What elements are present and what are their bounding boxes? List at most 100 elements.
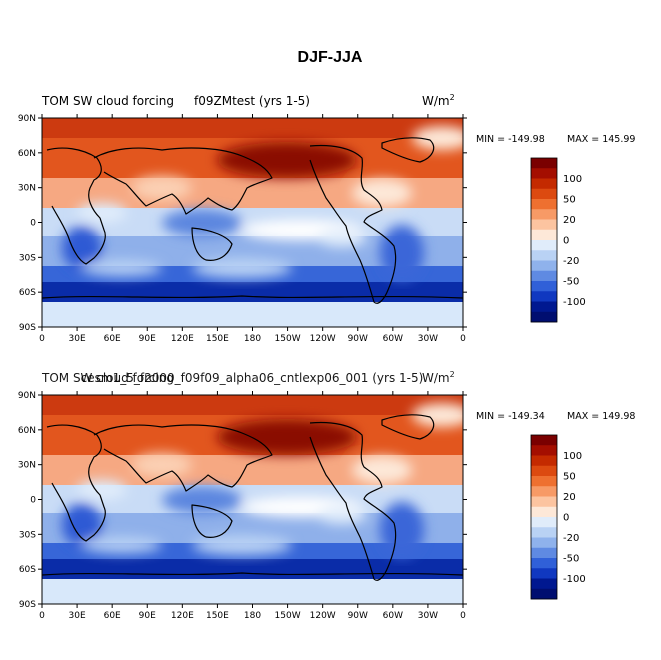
lat-tick-label: 60N	[18, 149, 36, 159]
panel-1-units: W/m2	[422, 93, 455, 108]
colorbar-swatch	[531, 240, 557, 251]
lat-tick-label: 90S	[19, 323, 36, 333]
colorbar-label: 50	[563, 472, 576, 483]
colorbar-swatch	[531, 547, 557, 559]
lon-tick-label: 120E	[171, 611, 194, 621]
colorbar-label: 20	[563, 492, 576, 503]
panel-2-units: W/m2	[422, 370, 455, 385]
colorbar-swatch	[531, 270, 557, 282]
colorbar-swatch	[531, 578, 557, 590]
lat-tick-label: 30S	[19, 253, 36, 263]
lat-tick-label: 60S	[19, 565, 36, 575]
colorbar-swatch	[531, 219, 557, 231]
panel-2-lon-ticks: 0 30E 60E 90E 120E 150E 180 150W 120W 90W 60W 30W 0	[39, 391, 466, 621]
colorbar-label: 100	[563, 451, 582, 462]
lon-tick-label: 60E	[104, 611, 121, 621]
colorbar-label: -50	[563, 277, 579, 288]
colorbar-label: 50	[563, 195, 576, 206]
lon-tick-label: 150W	[275, 334, 301, 344]
colorbar-swatch	[531, 486, 557, 497]
colorbar-label: 20	[563, 215, 576, 226]
lon-tick-label: 90W	[348, 334, 368, 344]
colorbar-label: 0	[563, 236, 569, 247]
lat-tick-label: 60S	[19, 288, 36, 298]
lat-tick-label: 90S	[19, 600, 36, 610]
colorbar-swatch	[531, 476, 557, 487]
panel-2: TOM SW cloud forcing cesm1_5_f2000_f09f0…	[18, 370, 636, 621]
lon-tick-label: 180	[244, 334, 261, 344]
lon-tick-label: 30E	[69, 611, 86, 621]
lat-tick-label: 30S	[19, 530, 36, 540]
lat-tick-label: 90N	[18, 391, 36, 401]
colorbar-swatch	[531, 465, 557, 477]
colorbar-label: 0	[563, 513, 569, 524]
lon-tick-label: 60E	[104, 334, 121, 344]
colorbar-swatch	[531, 158, 557, 169]
colorbar-swatch	[531, 527, 557, 538]
colorbar-swatch	[531, 291, 557, 302]
colorbar-swatch	[531, 178, 557, 190]
colorbar-swatch	[531, 311, 557, 323]
colorbar-frame	[530, 157, 558, 323]
lat-tick-label: 0	[30, 219, 36, 229]
lon-tick-label: 150W	[275, 611, 301, 621]
colorbar-swatch	[531, 537, 557, 549]
lon-tick-label: 60W	[383, 334, 403, 344]
lat-tick-label: 0	[30, 496, 36, 506]
colorbar-frame	[530, 434, 558, 600]
colorbar-label: -100	[563, 297, 586, 308]
panel-2-lat-ticks: 90N 60N 30N 0 30S 60S 90S	[18, 391, 467, 610]
panel-2-center-title: cesm1_5_f2000_f09f09_alpha06_cntlexp06_0…	[81, 371, 424, 385]
lon-tick-label: 0	[460, 611, 466, 621]
lon-tick-label: 150E	[206, 334, 229, 344]
panel-1-min-label: MIN = -149.98	[476, 134, 545, 145]
lon-tick-label: 120E	[171, 334, 194, 344]
colorbar-swatch	[531, 188, 557, 200]
panel-2-min-label: MIN = -149.34	[476, 411, 545, 422]
colorbar-swatch	[531, 435, 557, 446]
lat-tick-label: 60N	[18, 426, 36, 436]
lon-tick-label: 30W	[418, 334, 438, 344]
lat-tick-label: 30N	[18, 461, 36, 471]
colorbar-label: -50	[563, 554, 579, 565]
colorbar-swatch	[531, 281, 557, 292]
colorbar-label: 100	[563, 174, 582, 185]
colorbar-swatch	[531, 558, 557, 569]
lon-tick-label: 0	[460, 334, 466, 344]
lon-tick-label: 150E	[206, 611, 229, 621]
panel-2-left-title: TOM SW cloud forcing	[41, 371, 174, 385]
colorbar-swatch	[531, 209, 557, 220]
lon-tick-label: 120W	[310, 334, 336, 344]
lon-tick-label: 90W	[348, 611, 368, 621]
colorbar-swatch	[531, 455, 557, 467]
lat-tick-label: 90N	[18, 114, 36, 124]
colorbar-swatch	[531, 445, 557, 456]
lon-tick-label: 30W	[418, 611, 438, 621]
colorbar-label: -20	[563, 256, 579, 267]
panel-1-max-label: MAX = 145.99	[567, 134, 635, 145]
colorbar-swatch	[531, 250, 557, 261]
panel-1-map	[42, 118, 472, 327]
panel-2-map	[42, 395, 472, 604]
colorbar-swatch	[531, 229, 557, 241]
colorbar-swatch	[531, 168, 557, 179]
colorbar-swatch	[531, 568, 557, 579]
colorbar-swatch	[531, 301, 557, 313]
panel-1-lat-ticks: 90N 60N 30N 0 30S 60S 90S	[18, 114, 467, 333]
lat-tick-label: 30N	[18, 184, 36, 194]
colorbar-swatch	[531, 506, 557, 518]
colorbar-swatch	[531, 260, 557, 272]
lon-tick-label: 0	[39, 611, 45, 621]
lon-tick-label: 90E	[139, 611, 156, 621]
lon-tick-label: 0	[39, 334, 45, 344]
panel-1-left-title: TOM SW cloud forcing	[41, 94, 174, 108]
lon-tick-label: 30E	[69, 334, 86, 344]
panel-1: TOM SW cloud forcing f09ZMtest (yrs 1-5)…	[18, 93, 636, 344]
colorbar-swatch	[531, 517, 557, 528]
colorbar-label: -20	[563, 533, 579, 544]
panel-1-center-title: f09ZMtest (yrs 1-5)	[194, 94, 310, 108]
panel-1-lon-ticks: 0 30E 60E 90E 120E 150E 180 150W 120W 90W 60W 30W 0	[39, 114, 466, 344]
lon-tick-label: 120W	[310, 611, 336, 621]
panel-2-max-label: MAX = 149.98	[567, 411, 635, 422]
